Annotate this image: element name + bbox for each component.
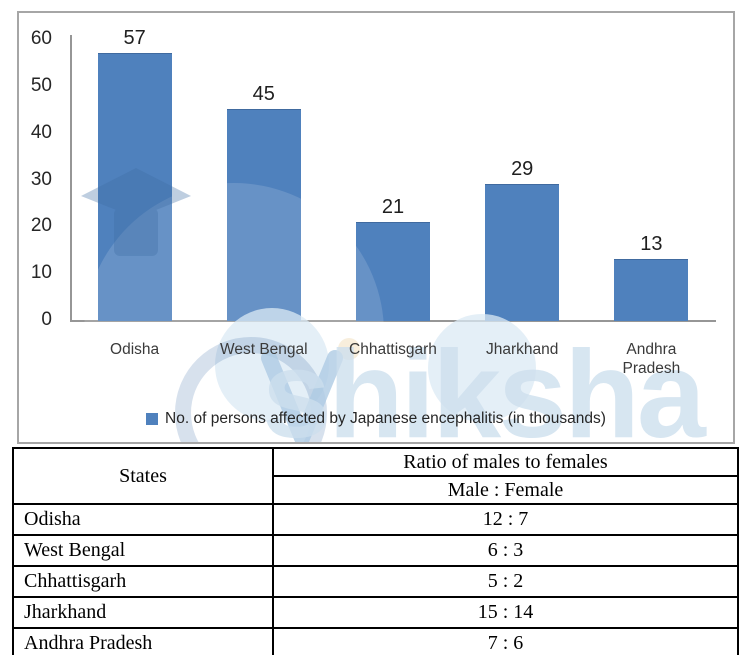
ratio-subheader-cell: Male : Female: [272, 475, 739, 505]
x-axis-label: Chhattisgarh: [349, 341, 437, 358]
table-subheader-row: Male : Female: [13, 475, 739, 505]
table-row: West Bengal 6 : 3: [12, 534, 739, 567]
bar-value-label: 21: [381, 195, 405, 218]
x-axis-label: West Bengal: [219, 341, 308, 358]
x-axis-label: Jharkhand: [485, 341, 559, 358]
table-row: Odisha 12 : 7: [12, 503, 739, 536]
legend-marker-square: [146, 413, 159, 425]
chart-legend: No. of persons affected by Japanese ence…: [19, 410, 733, 428]
watermark-circle: [428, 314, 536, 422]
bar-chart: 0 10 20 30 40 50 60 57 Odisha 45 West Bengal 21 Chha…: [17, 11, 735, 444]
legend-label: No. of persons affected by Japanese ence…: [165, 410, 606, 427]
bar-value-label: 13: [640, 233, 663, 256]
y-tick-label: 40: [30, 121, 52, 143]
table-row: Jharkhand 15 : 14: [12, 596, 739, 629]
table-header-row: States Ratio of males to females: [12, 447, 739, 505]
bar: [614, 259, 689, 321]
state-cell: West Bengal: [12, 534, 274, 567]
x-axis-line: [70, 320, 716, 322]
state-cell: Andhra Pradesh: [12, 627, 274, 655]
state-cell: Jharkhand: [12, 596, 274, 629]
ratio-cell: 7 : 6: [272, 627, 739, 655]
bar: [356, 221, 430, 321]
y-tick-label: 60: [30, 28, 52, 49]
state-cell: Chhattisgarh: [12, 565, 274, 598]
bar: [97, 53, 172, 321]
ratio-table: States Ratio of males to females Male : …: [12, 447, 739, 655]
bar: [485, 184, 560, 321]
table-row: Andhra Pradesh 7 : 6: [12, 627, 739, 655]
ratio-cell: 5 : 2: [272, 565, 739, 598]
ratio-cell: 6 : 3: [272, 534, 739, 567]
y-axis-line: [70, 35, 72, 322]
y-tick-label: 0: [41, 309, 52, 330]
ratio-cell: 12 : 7: [272, 503, 739, 536]
bar-value-label: 29: [511, 158, 534, 181]
y-tick-label: 30: [30, 168, 52, 190]
y-tick-label: 10: [30, 262, 52, 284]
y-tick-label: 50: [30, 74, 52, 96]
bar-value-label: 45: [252, 83, 275, 106]
state-cell: Odisha: [12, 503, 274, 536]
table-row: Chhattisgarh 5 : 2: [12, 565, 739, 598]
ratio-cell: 15 : 14: [272, 596, 739, 629]
bar-value-label: 57: [123, 27, 146, 50]
ratio-header-cell: Ratio of males to females: [272, 447, 739, 477]
x-axis-label: Andhra Pradesh: [622, 341, 681, 377]
states-header-cell: States: [12, 447, 274, 505]
y-tick-label: 20: [30, 215, 52, 237]
watermark-circle: [215, 308, 329, 422]
bar: [226, 109, 301, 321]
x-axis-label: Odisha: [110, 341, 160, 358]
